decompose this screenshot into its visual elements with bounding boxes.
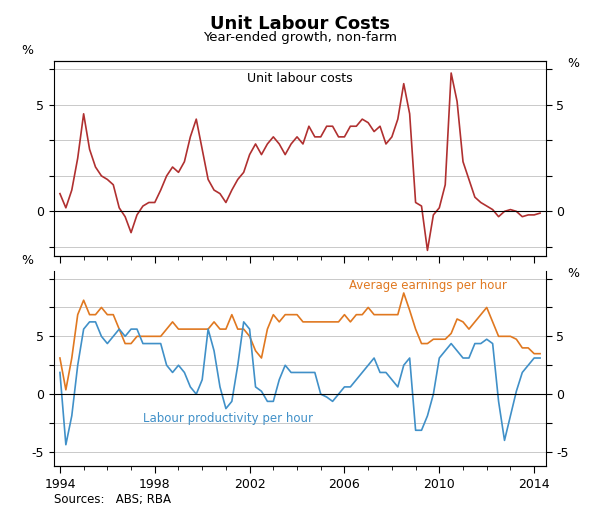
Y-axis label: %: % [21,255,33,267]
Text: Unit labour costs: Unit labour costs [247,72,353,85]
Text: Labour productivity per hour: Labour productivity per hour [143,412,313,425]
Y-axis label: %: % [567,57,579,70]
Text: Year-ended growth, non-farm: Year-ended growth, non-farm [203,31,397,44]
Text: Unit Labour Costs: Unit Labour Costs [210,15,390,33]
Y-axis label: %: % [21,44,33,57]
Text: Average earnings per hour: Average earnings per hour [349,279,507,292]
Y-axis label: %: % [567,267,579,280]
Text: Sources:   ABS; RBA: Sources: ABS; RBA [54,493,171,506]
